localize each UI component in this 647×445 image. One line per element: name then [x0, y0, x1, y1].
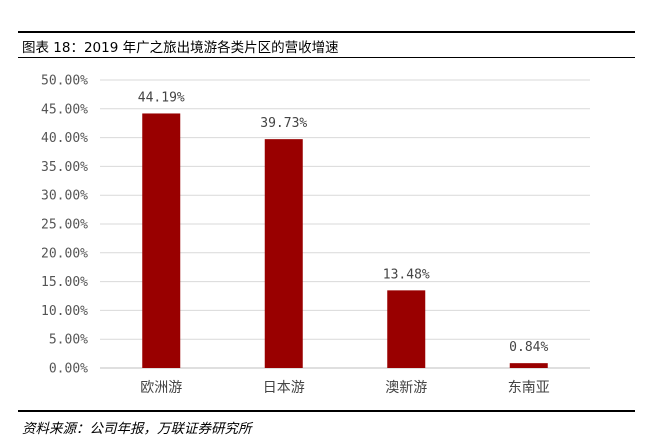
data-label: 39.73%	[260, 116, 307, 131]
y-tick-label: 20.00%	[41, 246, 88, 261]
data-labels: 44.19% 39.73% 13.48% 0.84%	[138, 90, 549, 355]
data-label: 13.48%	[383, 267, 430, 282]
x-axis-category-labels: 欧洲游 日本游 澳新游 东南亚	[140, 380, 550, 396]
y-tick-label: 10.00%	[41, 304, 88, 319]
bottom-rule	[18, 410, 635, 412]
y-tick-label: 30.00%	[41, 189, 88, 204]
category-label: 欧洲游	[140, 380, 182, 396]
y-tick-label: 25.00%	[41, 218, 88, 233]
data-label: 44.19%	[138, 90, 185, 105]
figure-source: 资料来源：公司年报，万联证券研究所	[22, 421, 252, 437]
category-label: 日本游	[263, 380, 305, 396]
y-tick-label: 5.00%	[49, 333, 88, 348]
category-label: 澳新游	[385, 380, 427, 396]
bars	[142, 113, 548, 368]
y-tick-label: 40.00%	[41, 131, 88, 146]
bar	[509, 363, 548, 368]
bar	[387, 290, 426, 368]
figure-title: 图表 18：2019 年广之旅出境游各类片区的营收增速	[22, 40, 339, 56]
bar	[264, 139, 303, 368]
y-tick-label: 0.00%	[49, 362, 88, 377]
top-rule	[18, 31, 635, 33]
gridlines	[100, 79, 590, 369]
title-rule	[18, 57, 635, 58]
bar	[142, 113, 181, 368]
data-label: 0.84%	[509, 340, 548, 355]
y-tick-label: 35.00%	[41, 160, 88, 175]
y-tick-label: 15.00%	[41, 275, 88, 290]
y-axis-tick-labels: 0.00% 5.00% 10.00% 15.00% 20.00% 25.00% 30.00%…	[41, 74, 88, 377]
category-label: 东南亚	[508, 380, 550, 396]
y-tick-label: 45.00%	[41, 102, 88, 117]
y-tick-label: 50.00%	[41, 74, 88, 89]
